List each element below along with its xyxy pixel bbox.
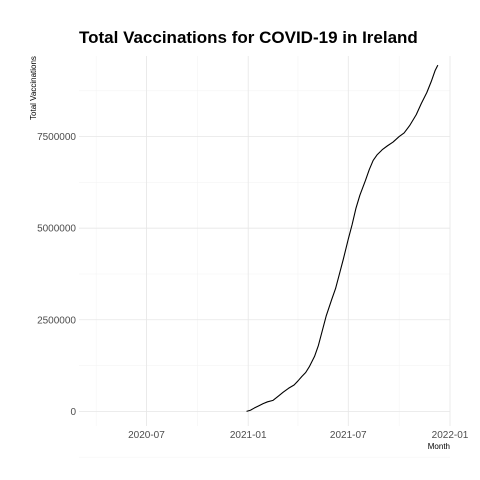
x-tick-label: 2020-07 — [128, 430, 165, 441]
grid — [79, 56, 451, 458]
x-axis-label: Month — [428, 442, 450, 451]
y-tick-label: 0 — [70, 407, 76, 418]
y-tick-label: 5000000 — [37, 224, 76, 235]
x-axis: 2020-07 2021-01 2021-07 2022-01 — [128, 430, 469, 441]
chart-title: Total Vaccinations for COVID-19 in Irela… — [79, 28, 418, 47]
y-axis-label: Total Vaccinations — [29, 56, 38, 120]
series-line — [246, 64, 439, 412]
x-tick-label: 2021-07 — [330, 430, 367, 441]
line-series — [246, 64, 439, 412]
x-tick-label: 2021-01 — [230, 430, 267, 441]
x-tick-label: 2022-01 — [432, 430, 469, 441]
y-axis: 0 2500000 5000000 7500000 — [37, 132, 76, 418]
y-tick-label: 7500000 — [37, 132, 76, 143]
y-tick-label: 2500000 — [37, 315, 76, 326]
